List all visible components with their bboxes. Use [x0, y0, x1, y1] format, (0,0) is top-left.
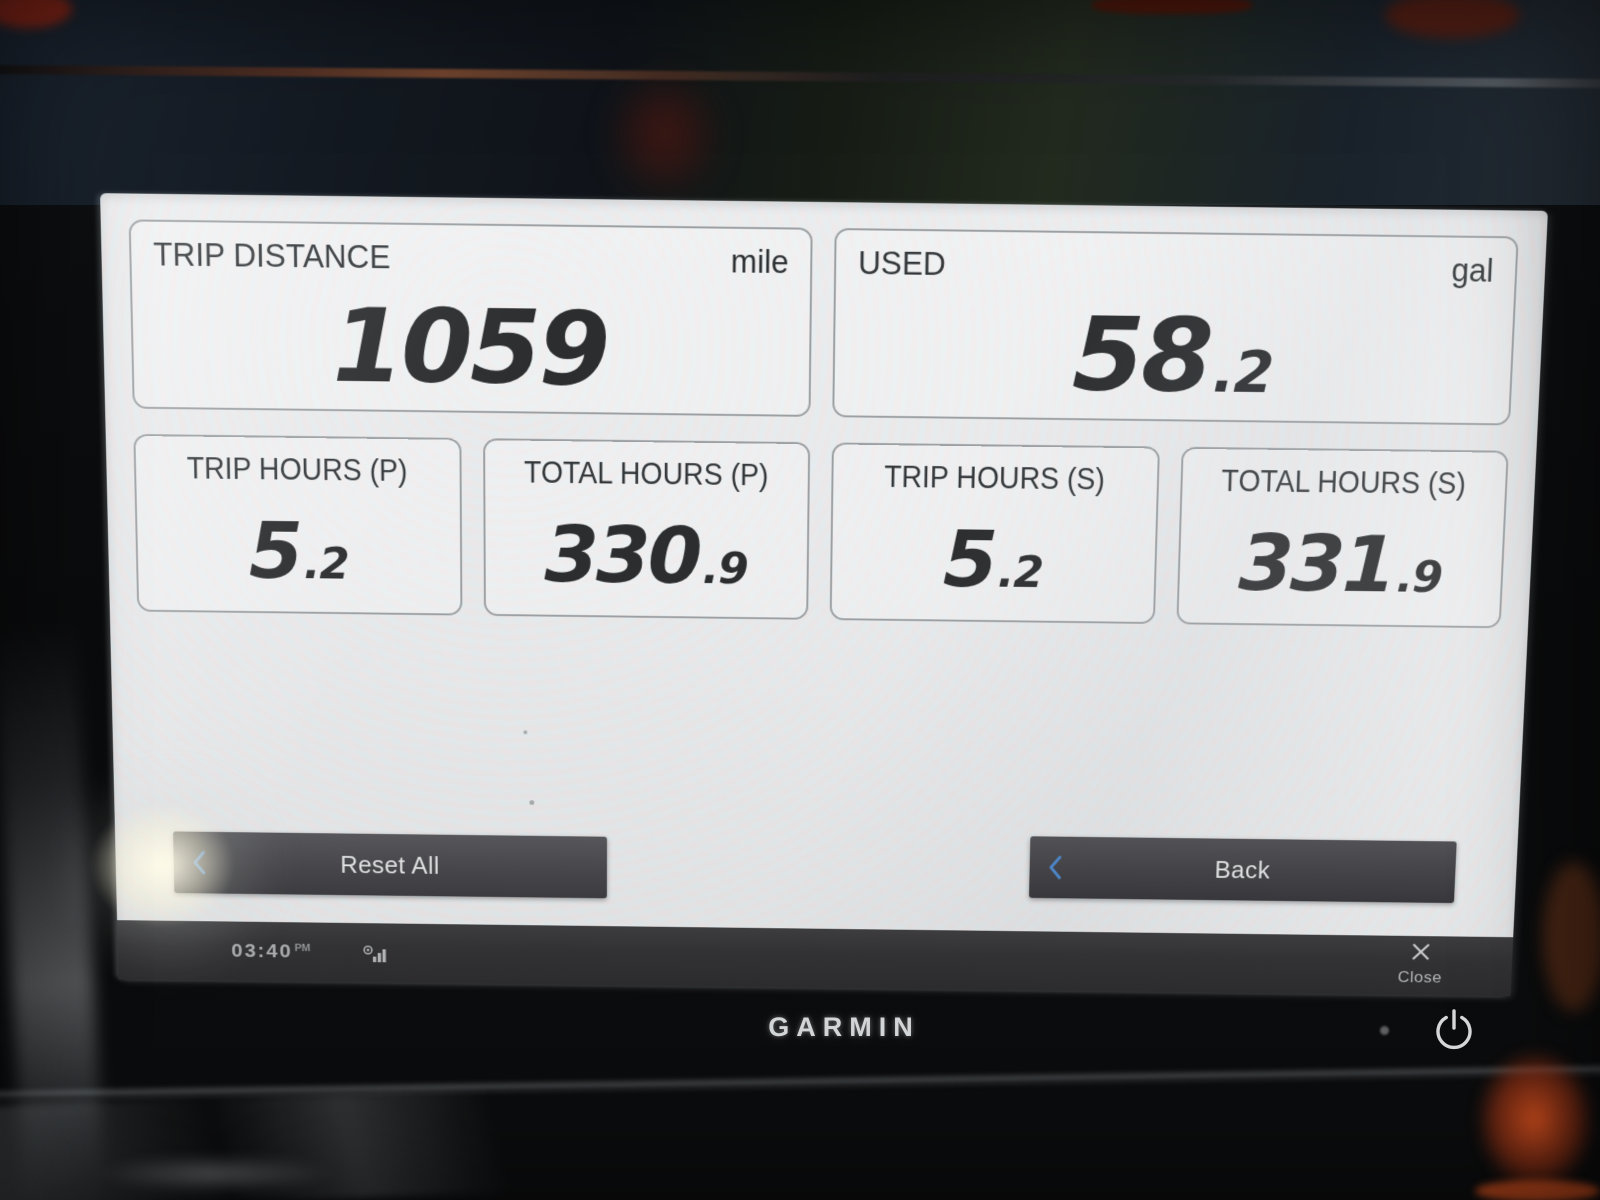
panel-value: 5.2: [832, 493, 1156, 622]
value-integer: 5: [942, 514, 996, 605]
chevron-left-icon: [191, 849, 207, 875]
dust-speck: [529, 800, 535, 805]
value-decimal: .9: [702, 542, 748, 595]
panel-unit: mile: [730, 242, 789, 282]
value-integer: 5: [247, 506, 302, 597]
value-decimal: .2: [997, 546, 1044, 598]
value-integer: 58: [1071, 294, 1213, 417]
panel-unit: gal: [1450, 251, 1495, 290]
light-sensor: [1380, 1026, 1389, 1035]
corner-red-patch-left: [0, 0, 72, 28]
signal-bars-icon: [360, 942, 389, 965]
panel-label: TOTAL HOURS (S): [1220, 463, 1467, 501]
corner-red-patch-right: [1385, 0, 1520, 38]
reset-all-button[interactable]: Reset All: [173, 831, 608, 899]
panel-label: TRIP DISTANCE: [152, 235, 391, 277]
value-decimal: .9: [1395, 551, 1443, 603]
panel-header: USED gal: [836, 230, 1517, 290]
panel-value: 331.9: [1178, 497, 1505, 626]
panel-trip-hours-port[interactable]: TRIP HOURS (P) 5.2: [133, 433, 462, 616]
close-button[interactable]: Close: [1381, 940, 1460, 987]
panel-label: TOTAL HOURS (P): [524, 455, 769, 493]
trip-data-grid: TRIP DISTANCE mile 1059 USED gal 58.2: [128, 219, 1519, 629]
bezel-top-reflection: [0, 0, 1600, 205]
chartplotter-screen: TRIP DISTANCE mile 1059 USED gal 58.2: [100, 193, 1548, 997]
power-icon[interactable]: [1428, 1004, 1480, 1061]
bezel-left-reflection: [0, 618, 106, 1200]
clock-meridiem: PM: [294, 942, 311, 954]
value-integer: 1059: [331, 285, 608, 409]
panel-header: TOTAL HOURS (P): [485, 440, 809, 493]
panel-total-hours-starboard[interactable]: TOTAL HOURS (S) 331.9: [1175, 446, 1509, 629]
corner-red-patch-mid: [1092, 0, 1252, 14]
bezel-bottom-seam: [0, 1062, 1600, 1104]
panel-value: 1059: [132, 273, 810, 415]
panel-label: TRIP HOURS (S): [884, 459, 1106, 497]
panel-total-hours-port[interactable]: TOTAL HOURS (P) 330.9: [482, 438, 811, 620]
value-integer: 330: [544, 509, 700, 602]
value-decimal: .2: [303, 537, 350, 590]
bezel-red-reflection: [592, 52, 737, 217]
x-icon: [1382, 940, 1460, 968]
panel-trip-distance[interactable]: TRIP DISTANCE mile 1059: [128, 219, 813, 417]
value-integer: 331: [1237, 518, 1396, 610]
edge-orange-reflection: [1543, 862, 1600, 1012]
back-button[interactable]: Back: [1028, 836, 1457, 904]
bezel-top-seam: [0, 64, 1600, 89]
panel-value: 58.2: [834, 282, 1514, 423]
chevron-left-icon: [1047, 854, 1063, 880]
status-bar: 03:40 PM Close: [117, 920, 1514, 997]
clock-time: 03:40 PM: [231, 940, 311, 963]
dust-speck: [523, 730, 528, 735]
close-label: Close: [1397, 968, 1443, 987]
panel-value: 5.2: [136, 485, 460, 614]
bezel-bottom-streak: [0, 1083, 622, 1200]
bottom-orange-reflection: [1475, 1180, 1600, 1200]
panel-header: TOTAL HOURS (S): [1182, 449, 1507, 502]
reset-all-label: Reset All: [340, 849, 441, 880]
panel-header: TRIP HOURS (P): [135, 436, 459, 489]
brand-logo: GARMIN: [768, 1012, 920, 1042]
panel-label: TRIP HOURS (P): [186, 451, 409, 488]
bezel-bottom-streak-2: [55, 1148, 375, 1200]
panel-header: TRIP HOURS (S): [833, 444, 1157, 497]
panel-trip-hours-starboard[interactable]: TRIP HOURS (S) 5.2: [829, 442, 1160, 624]
panel-value: 330.9: [485, 489, 808, 618]
back-label: Back: [1214, 854, 1271, 884]
panel-label: USED: [857, 244, 947, 283]
value-decimal: .2: [1211, 338, 1275, 407]
panel-fuel-used[interactable]: USED gal 58.2: [832, 228, 1519, 426]
panel-header: TRIP DISTANCE mile: [131, 221, 811, 281]
